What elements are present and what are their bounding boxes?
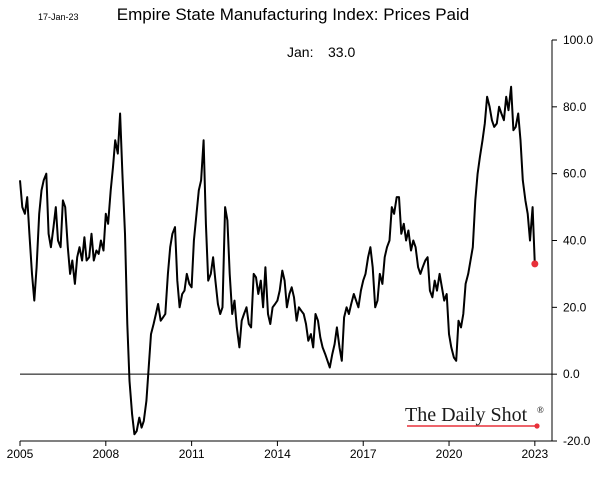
x-tick-label: 2011 bbox=[179, 447, 205, 461]
annotation-label: Jan: bbox=[287, 44, 313, 60]
x-tick-label: 2020 bbox=[436, 447, 463, 461]
y-tick-label: 40.0 bbox=[563, 234, 587, 248]
series-line-prices-paid bbox=[19, 85, 536, 436]
brand-name: The Daily Shot bbox=[405, 404, 528, 426]
y-tick-label: -20.0 bbox=[563, 434, 591, 448]
date-stamp: 17-Jan-23 bbox=[38, 12, 79, 22]
brand-dot bbox=[534, 423, 540, 429]
x-tick-label: 2005 bbox=[7, 447, 34, 461]
x-tick-label: 2023 bbox=[521, 447, 548, 461]
y-tick-label: 60.0 bbox=[563, 167, 587, 181]
x-axis: 2005 2008 2011 2014 2017 2020 2023 bbox=[7, 441, 549, 461]
x-tick-label: 2008 bbox=[92, 447, 119, 461]
last-point-marker bbox=[531, 260, 539, 268]
y-tick-label: 100.0 bbox=[563, 33, 593, 47]
brand-logo: The Daily Shot ® bbox=[405, 404, 544, 429]
chart-title: Empire State Manufacturing Index: Prices… bbox=[117, 5, 469, 24]
y-tick-label: 0.0 bbox=[563, 367, 580, 381]
annotation-value: 33.0 bbox=[328, 44, 355, 60]
x-tick-label: 2014 bbox=[264, 447, 291, 461]
y-tick-label: 80.0 bbox=[563, 100, 587, 114]
x-tick-label: 2017 bbox=[350, 447, 377, 461]
y-tick-label: 20.0 bbox=[563, 300, 587, 314]
brand-registered-mark: ® bbox=[537, 405, 544, 415]
y-axis: 100.0 80.0 60.0 40.0 20.0 0.0 -20.0 bbox=[552, 33, 593, 448]
